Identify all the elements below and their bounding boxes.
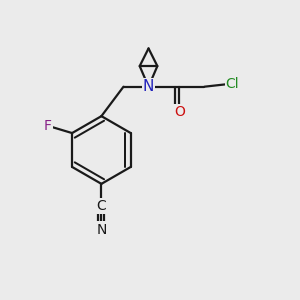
Text: C: C — [97, 199, 106, 213]
Text: O: O — [174, 105, 185, 119]
Text: F: F — [44, 119, 52, 133]
Text: N: N — [96, 223, 106, 236]
Text: Cl: Cl — [226, 77, 239, 91]
Text: N: N — [143, 79, 154, 94]
